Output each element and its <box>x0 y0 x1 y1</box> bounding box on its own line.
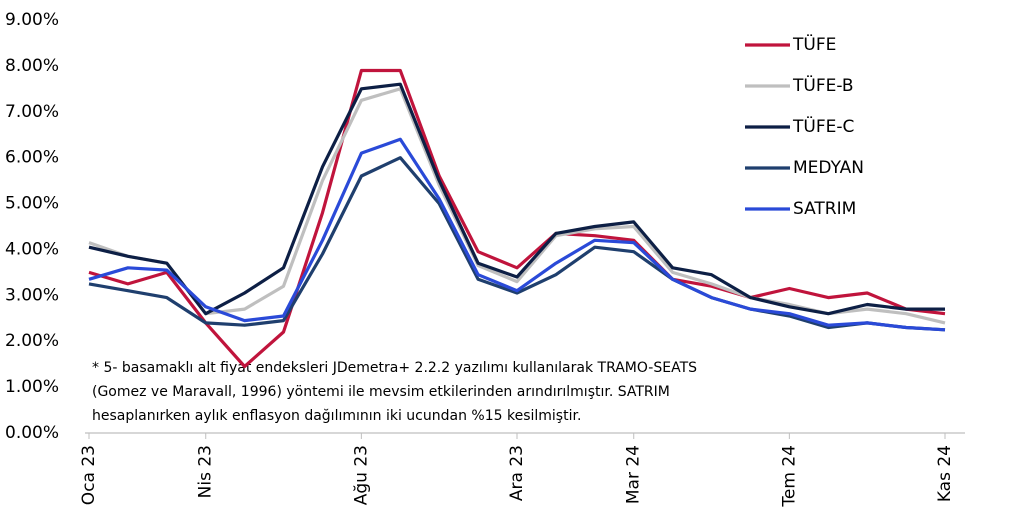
legend-label: MEDYAN <box>793 158 864 178</box>
series-line <box>88 137 946 332</box>
x-tick-label: Ağu 23 <box>351 445 371 505</box>
y-tick-label: 4.00% <box>5 239 59 259</box>
footnote: (Gomez ve Maravall, 1996) yöntemi ile me… <box>92 384 670 400</box>
series-line <box>88 68 946 369</box>
y-tick-label: 7.00% <box>5 102 59 122</box>
y-tick-label: 2.00% <box>5 331 59 351</box>
y-tick-label: 6.00% <box>5 148 59 168</box>
y-tick-label: 0.00% <box>5 423 59 443</box>
x-tick-label: Oca 23 <box>79 445 99 505</box>
y-tick-label: 3.00% <box>5 285 59 305</box>
x-tick-label: Ara 23 <box>507 445 527 501</box>
y-tick-label: 8.00% <box>5 56 59 76</box>
x-tick-label: Nis 23 <box>196 445 216 498</box>
legend-label: TÜFE-B <box>792 74 854 96</box>
footnote: * 5- basamaklı alt fiyat endeksleri JDem… <box>92 360 697 376</box>
legend-label: TÜFE <box>792 33 836 55</box>
x-tick-label: Mar 24 <box>624 445 644 504</box>
legend-label: SATRIM <box>793 199 856 219</box>
y-tick-label: 5.00% <box>5 194 59 214</box>
footnote: hesaplanırken aylık enflasyon dağılımını… <box>92 408 581 424</box>
legend-label: TÜFE-C <box>792 115 854 137</box>
series-line <box>88 82 945 316</box>
x-tick-label: Tem 24 <box>779 445 799 508</box>
y-tick-label: 9.00% <box>5 10 59 30</box>
series-line <box>88 156 946 332</box>
y-tick-label: 1.00% <box>5 377 59 397</box>
x-tick-label: Kas 24 <box>935 445 955 502</box>
